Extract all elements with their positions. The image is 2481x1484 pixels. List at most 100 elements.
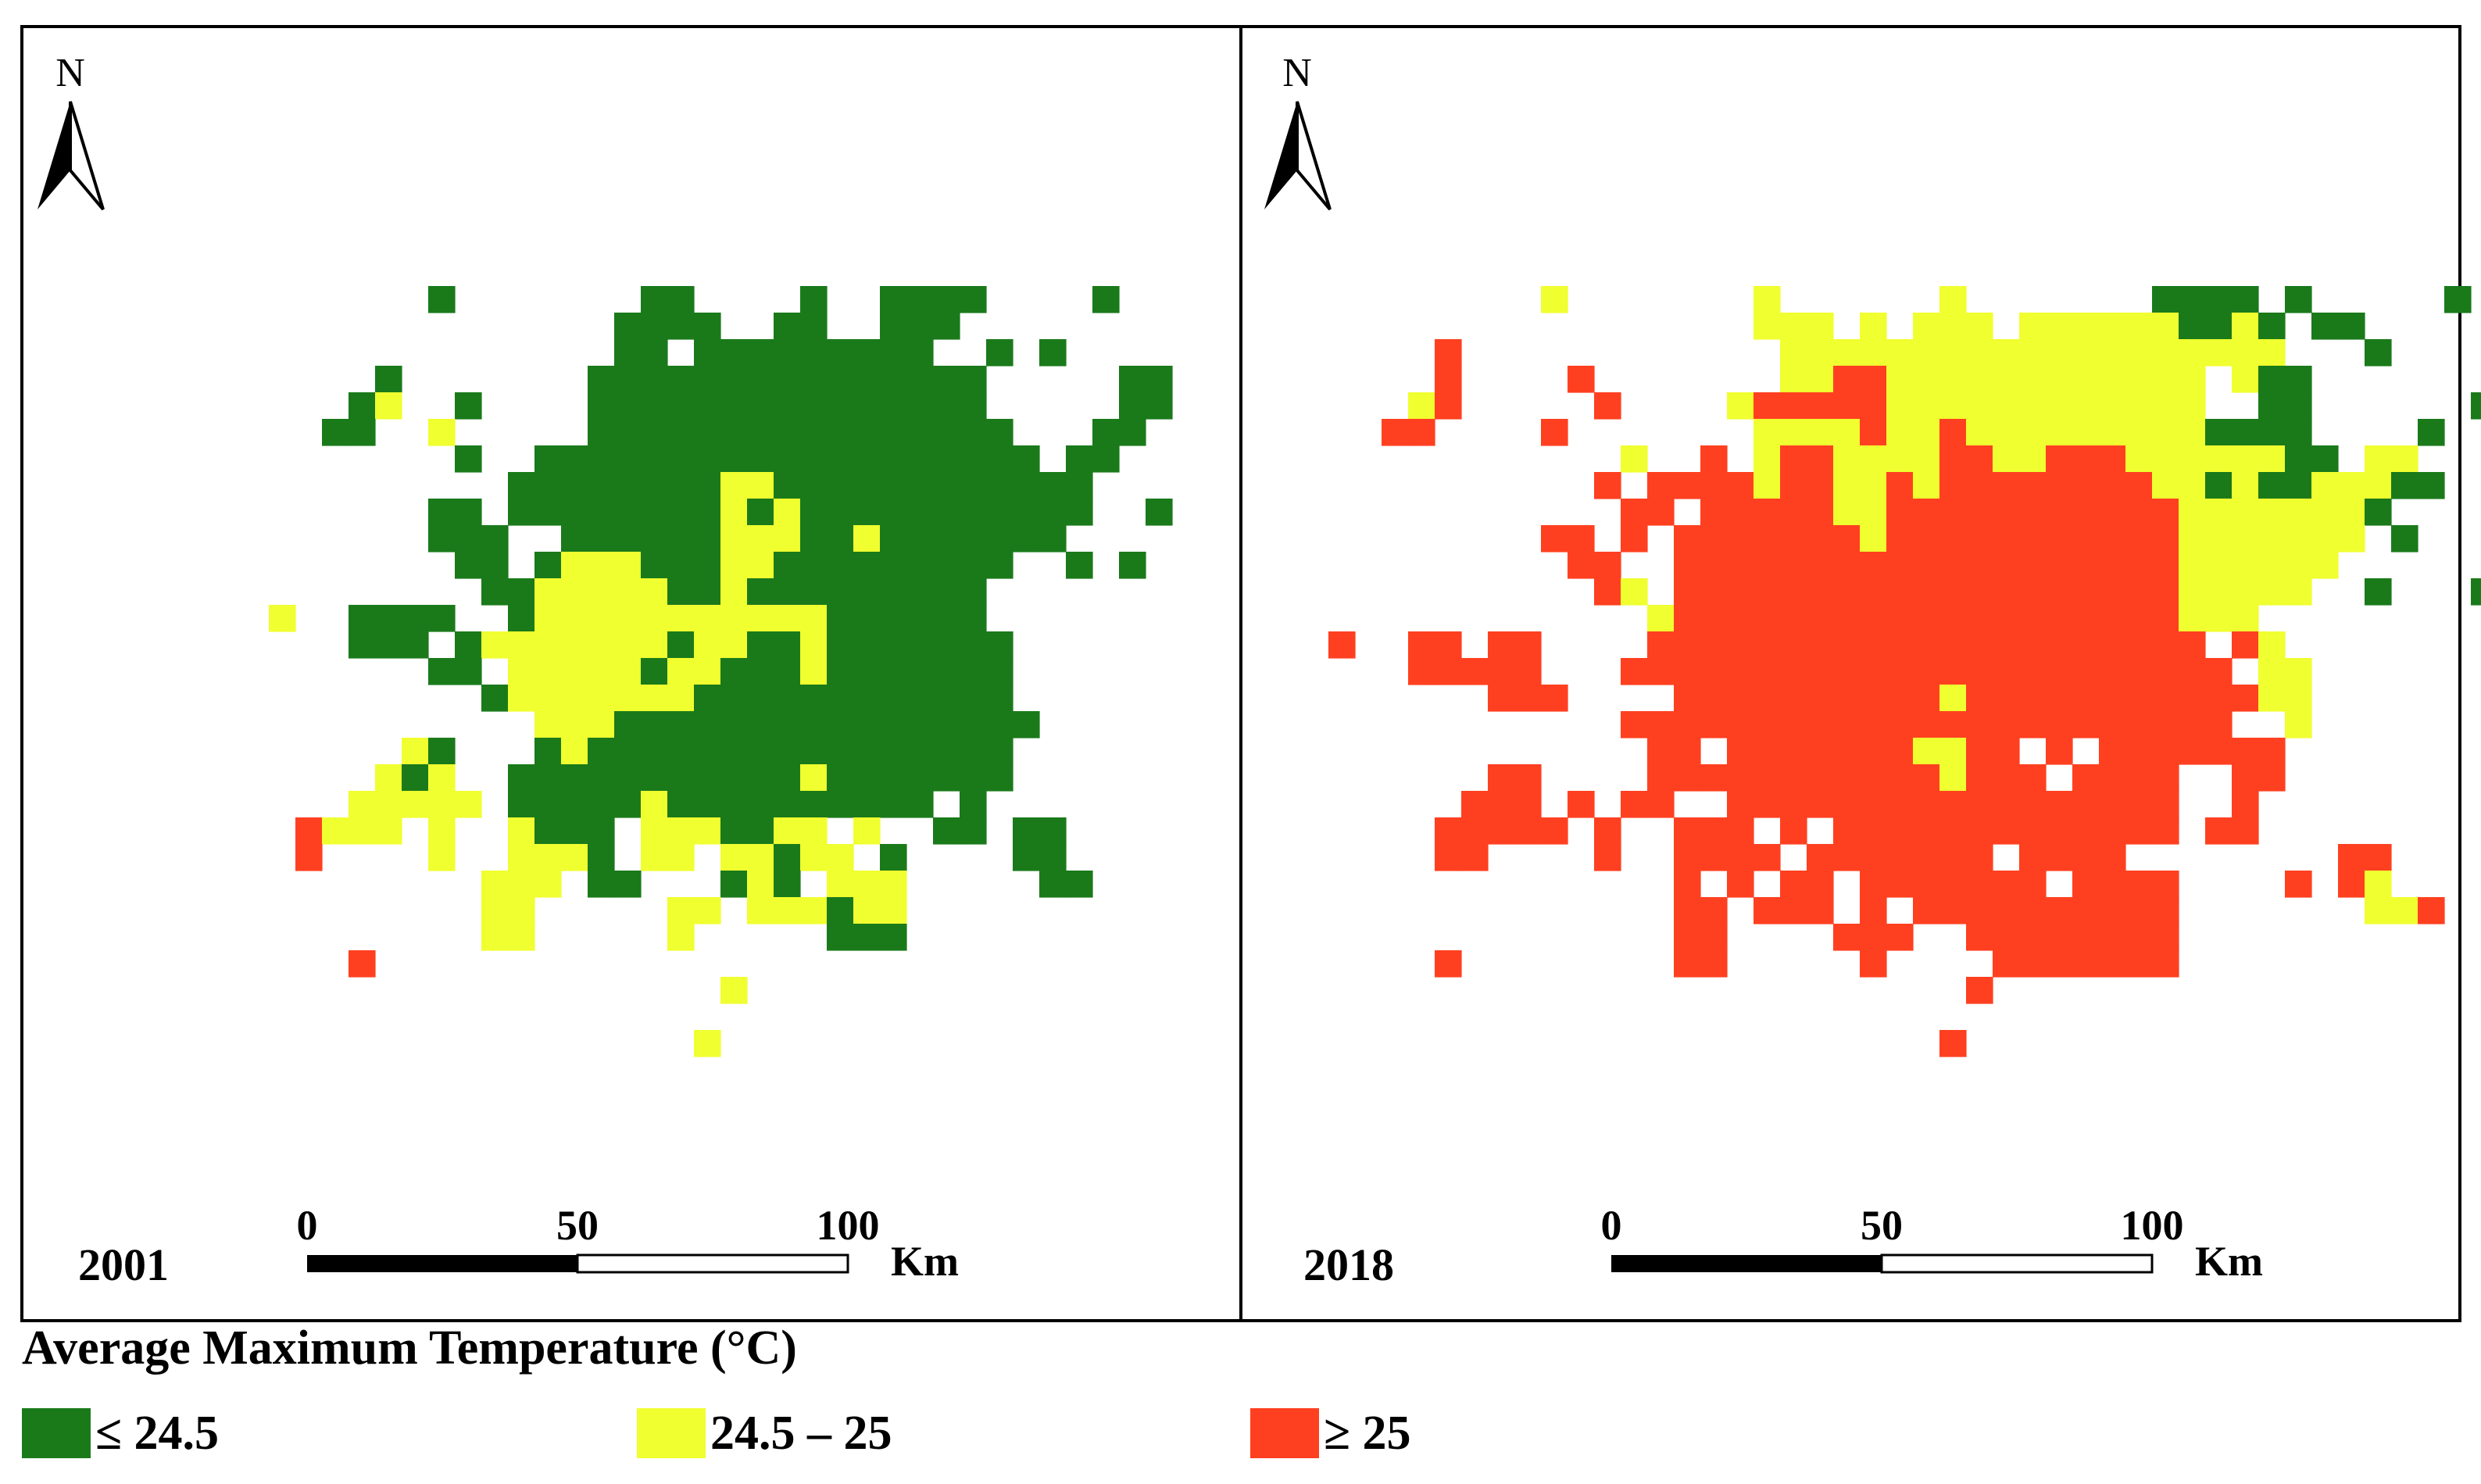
grid-cell-mid [800, 764, 828, 792]
grid-cell-mid [2179, 339, 2206, 367]
grid-cell-high [1435, 844, 1462, 871]
grid-cell-mid [1913, 738, 1940, 765]
grid-cell-high [2152, 578, 2179, 606]
grid-cell-mid [2338, 499, 2365, 526]
grid-cell-low [933, 525, 960, 552]
scale-unit: Km [891, 1238, 959, 1285]
grid-cell-high [1621, 525, 1648, 552]
grid-cell-high [1514, 685, 1542, 712]
grid-cell-low [641, 658, 668, 685]
grid-cell-high [1860, 711, 1887, 738]
grid-cell-high [1727, 844, 1754, 871]
grid-cell-high [1993, 499, 2020, 526]
grid-cell-mid [428, 817, 456, 845]
grid-cell-high [1966, 711, 1993, 738]
grid-cell-low [880, 499, 907, 526]
grid-cell-high [1833, 525, 1861, 552]
grid-cell-low [1119, 552, 1146, 579]
grid-cell-high [1674, 631, 1701, 659]
grid-cell-high [2418, 897, 2445, 924]
grid-cell-mid [1621, 445, 1648, 473]
grid-cell-mid [614, 631, 642, 659]
grid-cell-low [2471, 392, 2481, 420]
grid-cell-low [588, 366, 615, 393]
grid-cell-mid [1408, 392, 1435, 420]
grid-cell-mid [2072, 419, 2100, 446]
grid-cell-low [2179, 286, 2206, 313]
grid-cell-mid [1993, 419, 2020, 446]
grid-cell-low [747, 445, 774, 473]
grid-cell-high [1939, 472, 1967, 499]
grid-cell-high [2019, 578, 2047, 606]
grid-cell-low [986, 445, 1013, 473]
grid-cell-high [2232, 764, 2259, 792]
grid-cell-mid [2179, 366, 2206, 393]
grid-cell-low [853, 764, 881, 792]
grid-cell-low [906, 392, 934, 420]
grid-cell-high [1860, 791, 1887, 818]
grid-cell-low [588, 791, 615, 818]
grid-cell-mid [2046, 419, 2073, 446]
scale-tick-100: 100 [2121, 1202, 2184, 1249]
grid-cell-high [1594, 578, 1621, 606]
grid-cell-high [2099, 844, 2126, 871]
grid-cell-high [1939, 445, 1967, 473]
grid-cell-high [2125, 950, 2153, 978]
grid-cell-high [1461, 658, 1489, 685]
grid-cell-low [1039, 844, 1067, 871]
grid-cell-high [2019, 711, 2047, 738]
grid-cell-low [2232, 286, 2259, 313]
grid-cell-low [906, 552, 934, 579]
grid-cell-high [1993, 631, 2020, 659]
grid-cell-mid [2152, 472, 2179, 499]
grid-cell-low [720, 871, 748, 898]
grid-cell-mid [694, 658, 721, 685]
grid-cell-low [349, 631, 376, 659]
grid-cell-high [1833, 658, 1861, 685]
grid-cell-low [906, 791, 934, 818]
grid-cell-mid [2391, 445, 2418, 473]
grid-cell-high [1807, 844, 1834, 871]
grid-cell-low [2258, 419, 2286, 446]
grid-cell-high [2072, 871, 2100, 898]
grid-cell-mid [1754, 472, 1781, 499]
grid-cell-high [2019, 499, 2047, 526]
grid-cell-mid [2258, 631, 2286, 659]
grid-cell-low [720, 419, 748, 446]
raster-grid-2001 [269, 286, 1173, 1057]
grid-cell-high [1700, 844, 1728, 871]
grid-cell-low [694, 392, 721, 420]
grid-cell-high [2152, 525, 2179, 552]
grid-cell-mid [2205, 552, 2233, 579]
grid-cell-high [2125, 472, 2153, 499]
grid-cell-mid [2205, 339, 2233, 367]
grid-cell-low [720, 339, 748, 367]
grid-cell-high [1594, 844, 1621, 871]
grid-cell-high [2152, 658, 2179, 685]
grid-cell-low [960, 552, 987, 579]
grid-cell-high [1939, 525, 1967, 552]
grid-cell-low [1013, 445, 1040, 473]
grid-cell-low [960, 605, 987, 632]
grid-cell-mid [1754, 286, 1781, 313]
grid-cell-high [2072, 791, 2100, 818]
grid-cell-mid [2046, 313, 2073, 340]
grid-cell-mid [720, 578, 748, 606]
grid-cell-mid [720, 499, 748, 526]
grid-cell-low [614, 871, 642, 898]
grid-cell-high [1913, 791, 1940, 818]
grid-cell-mid [667, 844, 695, 871]
grid-cell-low [375, 366, 402, 393]
grid-cell-high [1833, 631, 1861, 659]
grid-cell-low [667, 286, 695, 313]
grid-cell-high [1328, 631, 1356, 659]
grid-cell-mid [720, 472, 748, 499]
grid-cell-mid [1886, 419, 1914, 446]
grid-cell-mid [1621, 578, 1648, 606]
grid-cell-low [588, 738, 615, 765]
grid-cell-high [1833, 552, 1861, 579]
grid-cell-low [2258, 472, 2286, 499]
grid-cell-high [1461, 844, 1489, 871]
grid-cell-mid [1807, 366, 1834, 393]
grid-cell-low [508, 605, 535, 632]
